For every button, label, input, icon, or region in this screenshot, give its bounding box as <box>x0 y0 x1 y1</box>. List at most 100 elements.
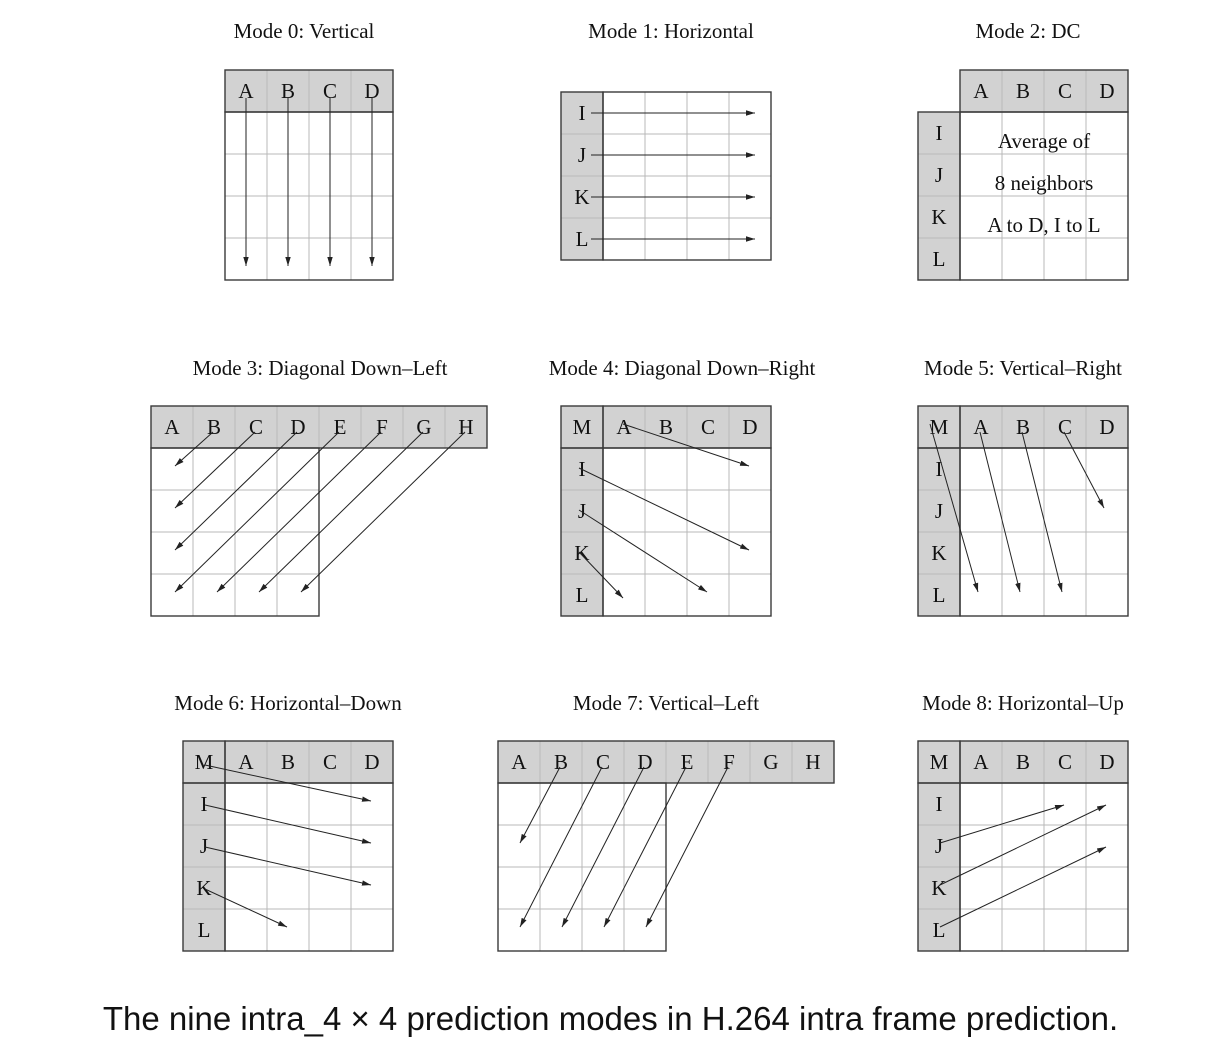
left-neighbor-label: L <box>576 583 589 607</box>
corner-neighbor-cell <box>183 741 225 783</box>
left-neighbor-label: J <box>578 143 586 167</box>
top-neighbor-label: B <box>659 415 673 439</box>
top-neighbor-label: C <box>1058 79 1072 103</box>
prediction-arrow <box>1063 431 1105 509</box>
left-neighbor-label: K <box>931 205 946 229</box>
top-neighbor-label: A <box>973 415 989 439</box>
prediction-arrow <box>174 431 214 467</box>
corner-neighbor-cell <box>561 406 603 448</box>
top-row-outline <box>150 405 488 449</box>
top-neighbor-label: A <box>616 415 632 439</box>
top-neighbor-label: B <box>281 750 295 774</box>
top-neighbor-label: A <box>511 750 527 774</box>
left-neighbor-label: L <box>933 247 946 271</box>
left-neighbor-label: I <box>579 101 586 125</box>
left-column-outline <box>560 91 604 261</box>
prediction-arrow <box>939 846 1107 928</box>
top-neighbor-label: C <box>1058 750 1072 774</box>
corner-neighbor-cell <box>918 741 960 783</box>
prediction-arrow <box>1021 431 1063 593</box>
prediction-arrow <box>174 431 256 509</box>
left-neighbor-label: K <box>931 541 946 565</box>
top-neighbor-label: C <box>701 415 715 439</box>
prediction-arrow <box>979 431 1021 593</box>
mode-7-panel: Mode 7: Vertical–Left A B C D E F G H <box>497 691 835 952</box>
dc-average-text: A to D, I to L <box>987 213 1100 237</box>
prediction-arrow <box>258 431 424 593</box>
top-neighbor-label: E <box>681 750 694 774</box>
top-neighbor-label: D <box>742 415 757 439</box>
corner-outline <box>182 740 226 784</box>
top-neighbor-label: A <box>238 79 254 103</box>
prediction-arrow <box>204 804 372 844</box>
left-column-outline <box>917 111 961 281</box>
left-neighbor-label: L <box>198 918 211 942</box>
corner-neighbor-label: M <box>930 750 949 774</box>
mode-title: Mode 6: Horizontal–Down <box>174 691 402 715</box>
prediction-arrow <box>204 846 372 886</box>
top-neighbor-label: A <box>973 79 989 103</box>
prediction-arrow <box>578 467 750 551</box>
top-neighbor-label: D <box>1099 79 1114 103</box>
top-neighbor-label: A <box>973 750 989 774</box>
mode-title: Mode 4: Diagonal Down–Right <box>549 356 816 380</box>
mode-3-panel: Mode 3: Diagonal Down–Left A B C D E F G H <box>150 356 488 617</box>
prediction-arrow <box>174 431 340 593</box>
top-neighbor-label: D <box>290 415 305 439</box>
top-neighbor-label: G <box>416 415 431 439</box>
mode-title: Mode 1: Horizontal <box>588 19 754 43</box>
prediction-arrow <box>929 423 979 593</box>
top-neighbor-label: F <box>376 415 388 439</box>
left-neighbor-label: I <box>201 792 208 816</box>
prediction-arrow <box>561 766 645 928</box>
top-neighbor-label: F <box>723 750 735 774</box>
top-neighbor-label: A <box>164 415 180 439</box>
corner-neighbor-label: M <box>573 415 592 439</box>
top-neighbor-label: C <box>323 79 337 103</box>
prediction-arrow <box>939 804 1107 886</box>
left-neighbor-label: K <box>931 876 946 900</box>
left-neighbor-label: L <box>933 918 946 942</box>
left-neighbor-label: I <box>936 792 943 816</box>
figure-caption: The nine intra_4 × 4 prediction modes in… <box>102 1000 1119 1037</box>
top-neighbor-label: H <box>458 415 473 439</box>
top-neighbor-label: D <box>364 79 379 103</box>
prediction-arrow <box>578 551 624 599</box>
prediction-arrow <box>204 764 372 802</box>
top-neighbor-label: C <box>249 415 263 439</box>
top-neighbor-label: B <box>1016 79 1030 103</box>
top-neighbor-label: G <box>763 750 778 774</box>
mode-title: Mode 8: Horizontal–Up <box>922 691 1124 715</box>
top-neighbor-label: D <box>637 750 652 774</box>
left-neighbor-label: L <box>933 583 946 607</box>
corner-outline <box>917 740 961 784</box>
prediction-arrow <box>603 766 687 928</box>
prediction-arrow <box>519 766 603 928</box>
top-neighbor-label: B <box>554 750 568 774</box>
top-neighbor-label: H <box>805 750 820 774</box>
left-neighbor-label: J <box>935 499 943 523</box>
left-neighbor-label: J <box>200 834 208 858</box>
prediction-arrow <box>519 766 561 844</box>
corner-neighbor-cell <box>918 406 960 448</box>
prediction-arrow <box>216 431 382 593</box>
prediction-arrow <box>645 766 729 928</box>
top-neighbor-label: C <box>1058 415 1072 439</box>
top-row-outline <box>497 740 835 784</box>
dc-average-text: 8 neighbors <box>995 171 1094 195</box>
corner-outline <box>560 405 604 449</box>
prediction-arrow <box>204 888 288 928</box>
prediction-arrow <box>300 431 466 593</box>
left-neighbor-label: J <box>578 499 586 523</box>
mode-title: Mode 0: Vertical <box>234 19 375 43</box>
top-neighbor-label: D <box>1099 750 1114 774</box>
top-neighbor-label: D <box>364 750 379 774</box>
prediction-arrow <box>939 804 1065 844</box>
mode-title: Mode 5: Vertical–Right <box>924 356 1122 380</box>
